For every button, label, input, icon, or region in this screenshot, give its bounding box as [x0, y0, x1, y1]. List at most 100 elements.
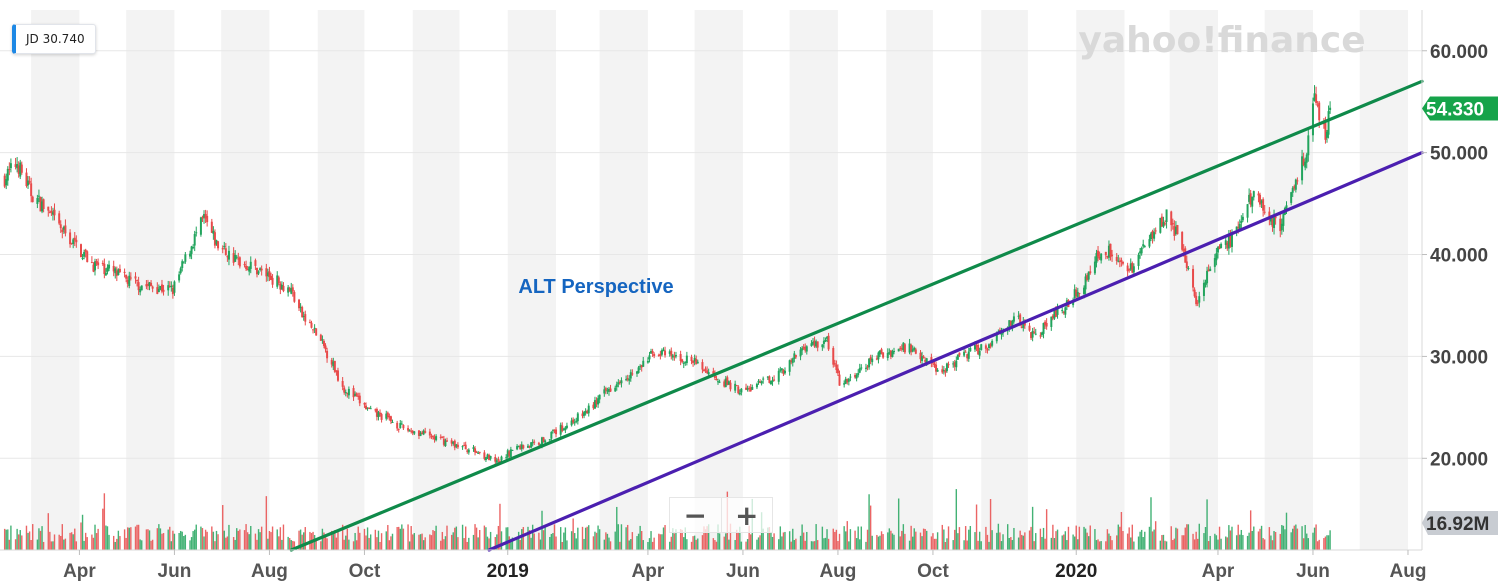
x-tick-label: Jun — [1296, 561, 1330, 582]
candle-body — [226, 256, 229, 258]
volume-bar — [223, 530, 225, 550]
x-tick-label: Aug — [819, 561, 856, 582]
volume-bar — [225, 537, 227, 550]
volume-bar — [541, 510, 543, 550]
volume-bar — [1150, 497, 1152, 550]
candle-body — [857, 373, 860, 376]
volume-bar — [748, 525, 750, 550]
x-tick-label: Apr — [1202, 561, 1235, 582]
volume-bar — [1306, 533, 1308, 550]
candle-body — [1149, 233, 1152, 239]
volume-bar — [1120, 512, 1123, 550]
volume-bar — [801, 524, 803, 550]
volume-bar — [47, 513, 49, 550]
candle-body — [368, 407, 371, 409]
volume-bar — [1226, 537, 1229, 550]
volume-bar — [169, 526, 171, 550]
candle-body — [400, 423, 403, 425]
volume-bar — [64, 538, 67, 550]
volume-bar — [715, 541, 718, 550]
volume-bar — [407, 524, 409, 550]
candle-body — [581, 413, 584, 417]
candle-body — [282, 285, 285, 292]
volume-bar — [813, 541, 816, 550]
candle-body — [522, 445, 525, 449]
candle-body — [184, 254, 187, 262]
candle-body — [249, 261, 252, 269]
zoom-out-button[interactable]: − — [683, 498, 707, 532]
volume-bar — [148, 530, 151, 550]
y-tick-label: 40.000 — [1430, 246, 1488, 267]
candle-body — [944, 370, 947, 373]
volume-bar — [1192, 533, 1194, 550]
candle-body — [1271, 219, 1274, 227]
volume-bar — [636, 536, 638, 550]
candle-body — [51, 212, 54, 215]
candle-body — [899, 347, 902, 349]
volume-bar — [103, 493, 106, 550]
volume-bar — [1148, 526, 1151, 550]
volume-bar — [1229, 530, 1232, 550]
volume-bar — [38, 528, 40, 550]
candle-body — [1148, 239, 1151, 247]
candle-body — [854, 374, 857, 378]
volume-bar — [823, 538, 825, 550]
candle-body — [815, 341, 818, 347]
volume-bar — [662, 527, 665, 550]
candle-body — [431, 435, 434, 437]
volume-bar — [265, 496, 268, 550]
volume-bar — [1327, 535, 1330, 550]
volume-bar — [735, 529, 738, 550]
volume-bar — [1089, 525, 1091, 550]
candle-body — [1011, 320, 1014, 327]
volume-bar — [1011, 540, 1014, 550]
candle-body — [1129, 263, 1132, 270]
candle-body — [771, 380, 774, 382]
volume-bar — [826, 529, 828, 550]
volume-bar — [767, 527, 769, 550]
volume-bar — [260, 526, 263, 550]
candle-body — [489, 456, 492, 459]
candle-body — [79, 244, 82, 258]
volume-bar — [281, 539, 283, 550]
volume-bar — [80, 522, 82, 550]
candle-body — [475, 452, 478, 454]
zoom-in-button[interactable]: + — [720, 498, 773, 532]
candle-body — [1325, 131, 1328, 138]
candle-body — [692, 360, 695, 363]
volume-bar — [36, 539, 39, 550]
volume-bar — [50, 541, 53, 550]
candle-body — [290, 288, 293, 294]
volume-bar — [461, 524, 464, 550]
candle-body — [597, 398, 600, 405]
candle-body — [925, 358, 928, 364]
volume-bar — [1295, 524, 1297, 550]
candle-body — [826, 336, 829, 339]
volume-bar — [707, 524, 710, 550]
ticker-badge-label: JD 30.740 — [26, 32, 85, 46]
candle-body — [70, 242, 73, 244]
candle-body — [321, 339, 324, 341]
volume-bar — [288, 538, 291, 550]
candle-body — [1273, 215, 1276, 228]
volume-bar — [647, 541, 649, 550]
candle-body — [1034, 333, 1037, 335]
volume-bar — [466, 541, 468, 550]
volume-bar — [226, 536, 229, 550]
candle-body — [217, 241, 220, 249]
candle-body — [575, 420, 578, 422]
volume-bar — [986, 534, 989, 550]
candle-body — [843, 383, 846, 385]
volume-bar — [810, 541, 813, 550]
candle-body — [179, 268, 182, 274]
candle-body — [1170, 211, 1173, 226]
candle-body — [618, 381, 621, 383]
volume-bar — [958, 527, 961, 550]
volume-bar — [631, 532, 634, 550]
candle-body — [388, 416, 391, 418]
volume-bar — [8, 539, 11, 550]
candle-body — [235, 256, 238, 258]
candle-body — [1120, 259, 1123, 262]
candle-body — [1230, 232, 1233, 247]
